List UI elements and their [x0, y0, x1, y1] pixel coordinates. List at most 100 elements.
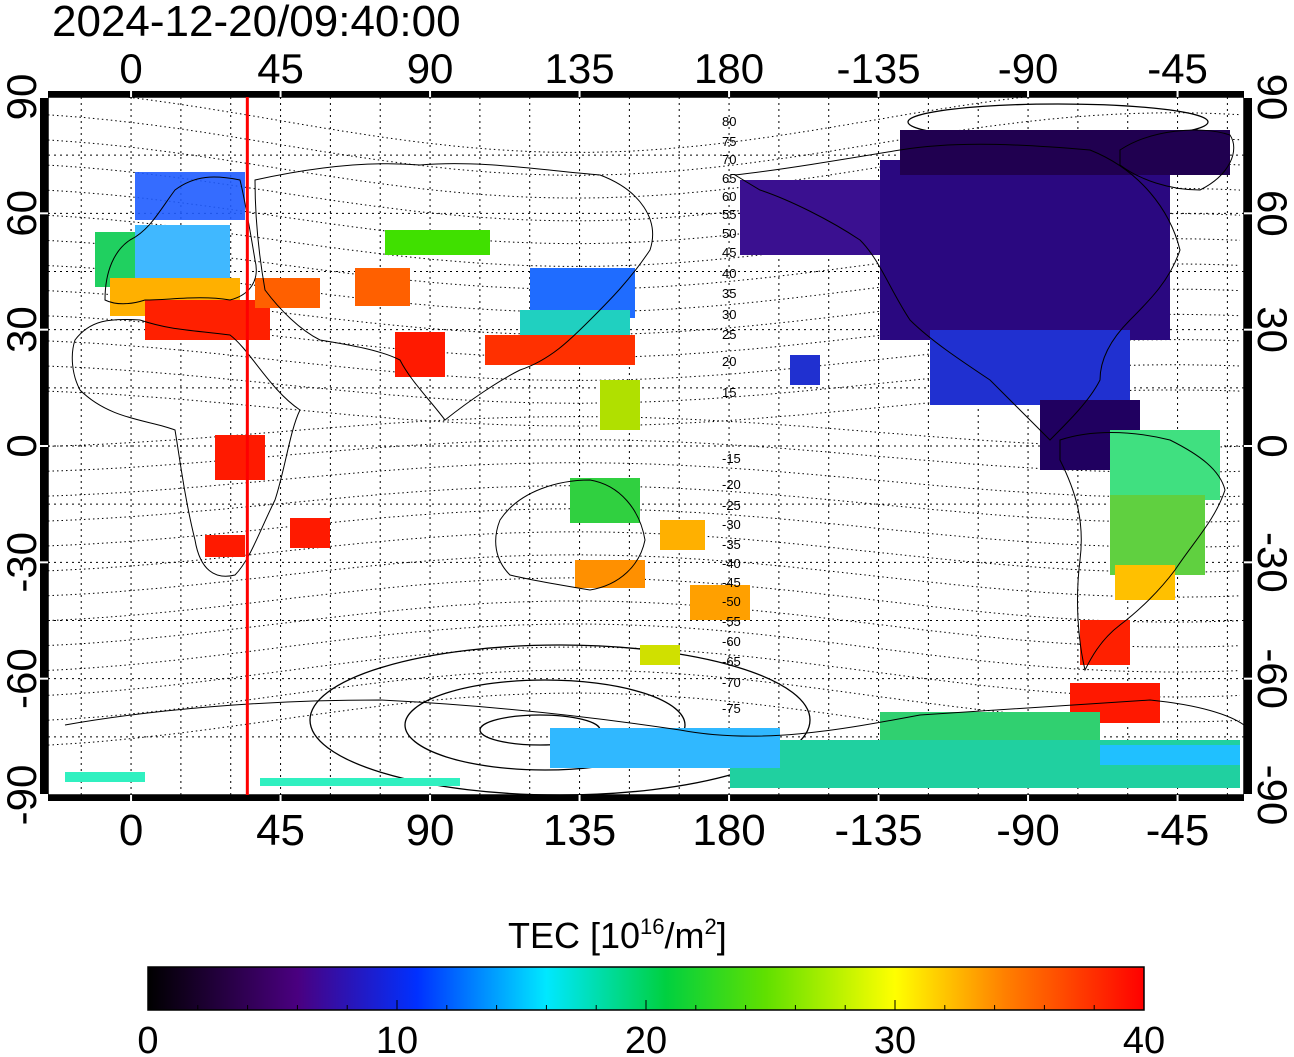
axis-bar-break — [429, 795, 432, 801]
tec-region-argentina — [1115, 565, 1175, 600]
axis-bar-break — [578, 91, 581, 97]
contour-label: 75 — [722, 134, 736, 149]
tec-data-overlay — [65, 130, 1240, 788]
colorbar-tick-label: 30 — [874, 1020, 916, 1057]
contour-label: 25 — [722, 327, 736, 342]
tec-region-australia-east — [570, 478, 640, 523]
coastline-asia — [254, 163, 654, 421]
contour-label: -20 — [722, 477, 741, 492]
tec-region-south-africa — [205, 535, 245, 557]
axis-bar-break — [1176, 795, 1179, 801]
tec-region-us-south — [930, 330, 1130, 405]
left-lat-tick-label: -60 — [0, 648, 45, 709]
axis-bar-break — [877, 91, 880, 97]
axis-bar-break — [1244, 677, 1252, 680]
colorbar-tick-label: 10 — [376, 1020, 418, 1057]
contour-label: 20 — [722, 354, 736, 369]
bottom-lon-tick-label: -45 — [1146, 806, 1210, 855]
top-lon-tick-label: 45 — [257, 45, 304, 92]
contour-label: -35 — [722, 537, 741, 552]
top-lon-tick-label: -45 — [1147, 45, 1208, 92]
magnetic-contour — [48, 669, 1241, 723]
tec-region-pacific-islands — [600, 380, 640, 430]
contour-label: -50 — [722, 594, 741, 609]
tec-region-madagascar — [290, 518, 330, 548]
contour-label: 50 — [722, 226, 736, 241]
axis-bar-break — [877, 795, 880, 801]
tec-region-patagonia — [1080, 620, 1130, 665]
tec-region-central-asia — [355, 268, 410, 306]
bottom-lon-tick-label: 180 — [692, 806, 765, 855]
left-lat-tick-label: 60 — [0, 190, 45, 237]
axis-bar-break — [40, 561, 48, 564]
tec-region-antarctica-indian — [260, 778, 460, 786]
axis-bar-break — [1244, 794, 1252, 796]
colorbar-tick-label: 40 — [1123, 1020, 1165, 1057]
axis-bar — [48, 795, 1244, 801]
right-lat-tick-label: -60 — [1249, 648, 1294, 709]
top-lon-tick-label: -135 — [837, 45, 921, 92]
contour-label: -70 — [722, 675, 741, 690]
tec-region-australia-south — [575, 560, 645, 588]
top-lon-tick-label: 0 — [119, 45, 142, 92]
tec-region-east-africa — [215, 435, 265, 480]
coastline-antarctica — [64, 699, 1244, 737]
axis-bar-break — [279, 91, 282, 97]
top-lon-tick-label: -90 — [998, 45, 1059, 92]
top-lon-tick-label: 90 — [407, 45, 454, 92]
tec-region-southern-ocean — [640, 645, 680, 665]
contour-label: -65 — [722, 654, 741, 669]
colorbar-tick-label: 20 — [625, 1020, 667, 1057]
contour-label: 70 — [722, 152, 736, 167]
axis-bar-break — [1244, 96, 1252, 98]
axis-bar-break — [130, 795, 133, 801]
right-lat-tick-label: -90 — [1249, 765, 1294, 826]
left-lat-tick-label: -30 — [0, 532, 45, 593]
magnetic-contour — [48, 238, 1241, 290]
right-lat-tick-label: -30 — [1249, 532, 1294, 593]
magnetic-contour — [48, 213, 1241, 267]
coastline-australia — [495, 479, 646, 591]
left-lat-tick-label: 30 — [0, 306, 45, 353]
left-lat-tick-label: -90 — [0, 765, 45, 826]
right-lat-tick-label: 60 — [1249, 190, 1294, 237]
axis-bar-break — [130, 91, 133, 97]
tec-region-antarctica-pacific — [550, 728, 780, 768]
coastline-south-america — [1059, 432, 1226, 672]
coastline-africa — [71, 318, 301, 577]
contour-label: -55 — [722, 614, 741, 629]
tec-region-ross-sea — [1100, 745, 1240, 765]
axis-bar-break — [40, 212, 48, 215]
tec-region-mediterranean — [145, 300, 270, 340]
axis-bar-break — [40, 445, 48, 447]
bottom-lon-tick-label: 135 — [543, 806, 616, 855]
contour-label: 40 — [722, 266, 736, 281]
top-lon-tick-label: 180 — [694, 45, 764, 92]
contour-label: 60 — [722, 189, 736, 204]
right-lat-tick-label: 0 — [1249, 434, 1294, 457]
axis-bar-break — [1244, 561, 1252, 564]
contour-label: 45 — [722, 245, 736, 260]
bottom-lon-tick-label: 0 — [119, 806, 143, 855]
tec-region-russia-band — [385, 230, 490, 255]
axis-bar-break — [578, 795, 581, 801]
tec-region-arctic-canada — [900, 130, 1230, 175]
contour-label: 80 — [722, 114, 736, 129]
axis-bar-break — [1176, 91, 1179, 97]
right-lat-tick-label: 30 — [1249, 306, 1294, 353]
tec-region-brazil-south — [1110, 495, 1205, 575]
axis-bar — [48, 91, 1244, 97]
left-lat-tick-label: 90 — [0, 74, 45, 121]
axis-bar-break — [1244, 445, 1252, 447]
axis-bar-break — [728, 91, 731, 97]
tec-region-hawaii — [790, 355, 820, 385]
axis-bar-break — [279, 795, 282, 801]
contour-label: -40 — [722, 556, 741, 571]
tec-region-new-zealand — [690, 585, 750, 620]
bottom-lon-tick-label: -90 — [996, 806, 1060, 855]
timestamp-title: 2024-12-20/09:40:00 — [52, 0, 461, 46]
right-lat-tick-label: 90 — [1249, 74, 1294, 121]
coastline-greenland — [1119, 129, 1235, 191]
tec-region-scandinavia — [135, 172, 245, 220]
contour-label: -60 — [722, 634, 741, 649]
